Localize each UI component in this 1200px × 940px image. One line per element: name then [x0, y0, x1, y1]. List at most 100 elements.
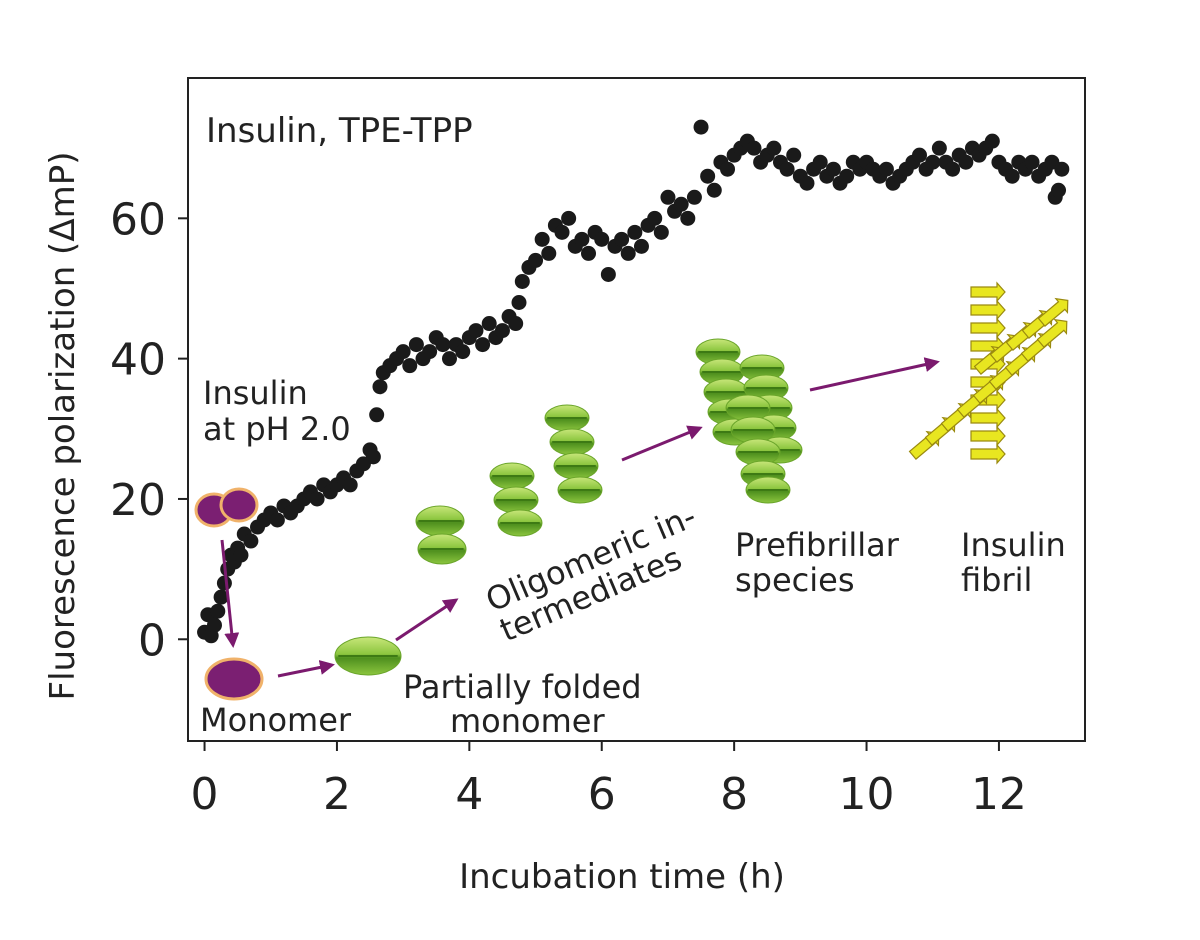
x-tick-label: 12	[971, 769, 1027, 820]
y-tick-label: 60	[110, 194, 166, 245]
data-point	[799, 175, 815, 191]
y-tick-label: 20	[110, 475, 166, 526]
data-point	[581, 245, 597, 261]
data-point	[494, 323, 510, 339]
data-point	[746, 140, 762, 156]
annotation-fibril-line1: Insulin	[961, 526, 1066, 564]
data-point	[541, 245, 557, 261]
data-point	[213, 589, 229, 605]
folded-protein-icon	[493, 486, 539, 514]
folded-protein-icon	[417, 533, 467, 565]
data-point	[216, 575, 232, 591]
fibril-segment-icon	[970, 299, 1006, 321]
data-point	[395, 344, 411, 360]
data-point	[511, 295, 527, 311]
data-point	[402, 358, 418, 374]
x-tick-label: 6	[588, 769, 616, 820]
data-point	[369, 407, 385, 423]
x-tick-label: 0	[191, 769, 219, 820]
data-point	[812, 154, 828, 170]
fibril-segment-icon	[970, 443, 1006, 465]
data-point	[1024, 154, 1040, 170]
data-point	[233, 547, 249, 563]
data-point	[422, 344, 438, 360]
y-axis-title: Fluorescence polarization (ΔmP)	[43, 152, 83, 701]
folded-protein-icon	[544, 404, 590, 432]
data-point	[514, 273, 530, 289]
data-point	[766, 140, 782, 156]
data-point	[825, 161, 841, 177]
annotation-partially-folded-line1: Partially folded	[403, 668, 642, 706]
folded-protein-icon	[334, 636, 402, 676]
stage-arrows	[220, 357, 940, 678]
data-point	[600, 266, 616, 282]
data-point	[686, 189, 702, 205]
data-point	[554, 224, 570, 240]
fibril-segment-icon	[970, 425, 1006, 447]
arrow-icon	[277, 660, 335, 678]
folded-protein-icon	[415, 505, 465, 537]
data-point	[481, 316, 497, 332]
data-point	[878, 161, 894, 177]
data-point	[309, 491, 325, 507]
fibril-segment-icon	[970, 407, 1006, 429]
data-point	[1004, 168, 1020, 184]
x-tick-label: 10	[839, 769, 895, 820]
annotation-prefibrillar-line2: species	[735, 561, 855, 599]
y-tick-label: 0	[138, 615, 166, 666]
data-point	[693, 119, 709, 135]
data-point	[839, 168, 855, 184]
data-point	[706, 182, 722, 198]
data-point	[673, 196, 689, 212]
data-point	[1051, 182, 1067, 198]
folded-protein-icon	[553, 452, 599, 480]
data-point	[435, 337, 451, 353]
data-point	[633, 238, 649, 254]
arrow-icon	[621, 425, 703, 462]
x-tick-label: 2	[323, 769, 351, 820]
folded-species-illustrations	[334, 338, 803, 676]
data-point	[660, 189, 676, 205]
data-point	[475, 337, 491, 353]
x-axis-title: Incubation time (h)	[459, 857, 785, 897]
annotation-fibril-line2: fibril	[961, 561, 1032, 599]
folded-protein-icon	[739, 354, 785, 382]
folded-protein-icon	[489, 462, 535, 490]
annotation-monomer: Monomer	[200, 701, 352, 739]
data-point	[269, 512, 285, 528]
data-point	[614, 231, 630, 247]
data-point	[931, 140, 947, 156]
data-point	[925, 154, 941, 170]
plot-area-frame	[187, 77, 1086, 742]
folded-protein-icon	[743, 374, 789, 402]
insulin-fibril-illustration	[908, 281, 1069, 465]
data-point	[958, 154, 974, 170]
annotation-insulin-ph-line2: at pH 2.0	[203, 410, 351, 448]
data-point	[984, 133, 1000, 149]
data-point	[574, 231, 590, 247]
data-point	[561, 210, 577, 226]
data-point	[372, 379, 388, 395]
data-point	[455, 344, 471, 360]
data-point	[1054, 161, 1070, 177]
data-point	[534, 231, 550, 247]
fibril-segment-icon	[1036, 318, 1068, 348]
data-point	[243, 533, 259, 549]
data-point	[786, 147, 802, 163]
y-tick-label: 40	[110, 335, 166, 386]
arrow-icon	[809, 357, 940, 392]
data-point	[945, 161, 961, 177]
monomer-illustrations	[194, 487, 264, 701]
data-point	[210, 603, 226, 619]
data-point	[680, 210, 696, 226]
data-point	[627, 224, 643, 240]
data-point	[365, 449, 381, 465]
data-point	[594, 231, 610, 247]
data-point	[468, 323, 484, 339]
data-point	[700, 168, 716, 184]
folded-protein-icon	[745, 476, 791, 504]
monomer-icon	[219, 487, 259, 523]
folded-protein-icon	[557, 476, 603, 504]
fibril-segment-icon	[970, 317, 1006, 339]
data-point	[206, 617, 222, 633]
